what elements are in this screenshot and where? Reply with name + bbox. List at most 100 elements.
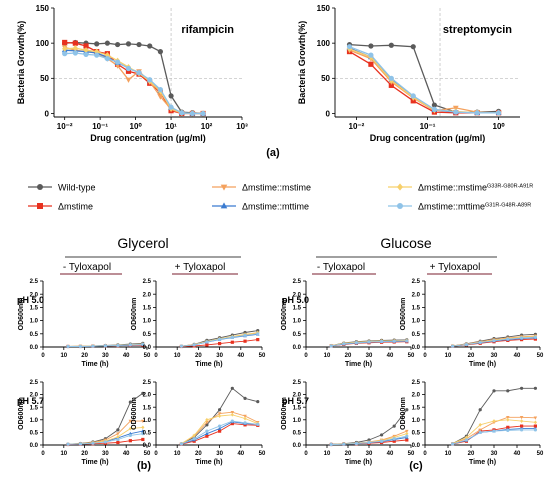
point-comp_mut	[83, 47, 89, 54]
y-tick-label: 0.5	[412, 332, 421, 338]
point-ko	[62, 39, 68, 46]
y-tick-label: 0.5	[143, 431, 152, 437]
x-tick-label: 10⁰	[493, 122, 506, 131]
panel-label-a: (a)	[266, 147, 280, 159]
y-tick-label: 100	[36, 39, 50, 48]
point-mut_mut	[354, 441, 358, 446]
cond-glu-plus: + Tyloxapol	[430, 262, 481, 273]
x-tick-label: 50	[537, 451, 544, 457]
x-tick-label: 50	[144, 451, 151, 457]
x-axis-label: Drug concentration (μg/ml)	[90, 133, 206, 143]
point-comp_mut	[405, 431, 409, 436]
point-mut_mut	[78, 344, 83, 349]
point-comp	[125, 77, 132, 83]
point-wt	[520, 386, 524, 390]
x-tick-label: 10⁰	[130, 122, 143, 131]
y-tick-label: 1.5	[143, 306, 152, 312]
x-tick-label: 10	[60, 451, 67, 457]
y-tick-label: 0.5	[30, 332, 39, 338]
y-tick-label: 0	[326, 109, 331, 118]
point-ko	[405, 438, 409, 442]
x-tick-label: 10²	[201, 122, 213, 131]
point-comp_mut	[492, 419, 496, 423]
point-comp_mut	[128, 426, 132, 431]
y-axis-label: OD600nm	[131, 397, 138, 430]
point-wt	[157, 49, 163, 55]
x-tick-label: 0	[304, 451, 308, 457]
y-tick-label: 50	[40, 74, 49, 83]
y-tick-label: 1.0	[293, 319, 302, 325]
point-mut_mut	[388, 75, 394, 81]
legend-label-wt: Wild-type	[58, 183, 96, 193]
point-mut_mut	[367, 440, 371, 445]
chart-annotation: rifampicin	[181, 24, 234, 36]
point-comp	[128, 419, 133, 423]
point-ko	[256, 338, 260, 342]
x-tick-label: 0	[154, 451, 158, 457]
point-mut_mut	[243, 333, 247, 337]
x-axis-label: Time (h)	[195, 459, 222, 466]
point-mut_mut	[103, 440, 107, 444]
chart-rif: 0 50 100 150 10⁻² 10⁻¹ 10⁰ 10¹ 10² 10³ Drug concen…	[16, 4, 248, 143]
point-comp_mut	[218, 414, 222, 418]
point-comp_mut	[104, 51, 110, 59]
point-mut_mut	[520, 336, 524, 340]
point-comp	[519, 416, 524, 420]
point-comp	[230, 410, 235, 415]
point-mut_mut	[114, 59, 121, 65]
point-mut_mut	[243, 421, 247, 425]
point-mut_mut	[218, 424, 222, 428]
x-axis-label: Time (h)	[469, 361, 496, 368]
point-comp_mut	[243, 416, 247, 421]
x-tick-label: 0	[154, 353, 158, 359]
y-tick-label: 2.0	[143, 393, 152, 399]
point-comp_mut	[464, 435, 468, 440]
point-mut_mut	[94, 52, 100, 58]
x-tick-label: 10	[60, 353, 67, 359]
x-tick-label: 50	[259, 353, 266, 359]
legend-marker-mut	[220, 202, 228, 209]
point-wt	[392, 424, 396, 428]
series-line-comp	[64, 46, 204, 115]
point-ko	[125, 68, 132, 74]
y-tick-label: 2.5	[30, 380, 39, 386]
x-tick-label: 10	[324, 353, 331, 359]
x-tick-label: 40	[123, 353, 130, 359]
point-comp	[478, 428, 482, 432]
x-tick-label: 30	[366, 353, 373, 359]
point-mut_mut	[179, 344, 184, 348]
point-wt	[168, 93, 174, 99]
y-tick-label: 0.5	[293, 431, 302, 437]
point-mut_mut	[380, 439, 384, 443]
point-wt	[492, 389, 496, 393]
point-comp_mut	[533, 420, 537, 425]
y-tick-label: 1.5	[30, 306, 39, 312]
point-mut_mut	[205, 429, 209, 433]
point-comp	[205, 421, 209, 425]
point-mut_mut	[136, 70, 142, 76]
point-mut_mut	[104, 56, 110, 62]
x-tick-label: 20	[81, 353, 88, 359]
point-mut_mut	[147, 77, 153, 83]
point-mut_mut	[128, 343, 132, 347]
point-mut_mut	[354, 341, 358, 345]
series-line-mut_mut	[64, 52, 204, 115]
point-mut_mut	[125, 65, 132, 72]
point-mut_mut	[329, 344, 333, 348]
x-tick-label: 40	[387, 353, 394, 359]
legend-marker-comp_mut	[397, 183, 403, 191]
point-comp_mut	[192, 433, 196, 438]
y-axis-label: Bacteria Growth(%)	[297, 21, 307, 105]
point-wt	[116, 428, 120, 432]
x-tick-label: 10	[445, 353, 452, 359]
point-mut_mut	[157, 86, 163, 93]
x-tick-label: 20	[468, 451, 475, 457]
x-tick-label: 30	[366, 451, 373, 457]
x-tick-label: 50	[408, 353, 415, 359]
point-mut	[141, 429, 145, 433]
point-ko	[72, 40, 78, 46]
y-tick-label: 1.0	[412, 418, 421, 424]
point-mut_mut	[66, 344, 70, 349]
